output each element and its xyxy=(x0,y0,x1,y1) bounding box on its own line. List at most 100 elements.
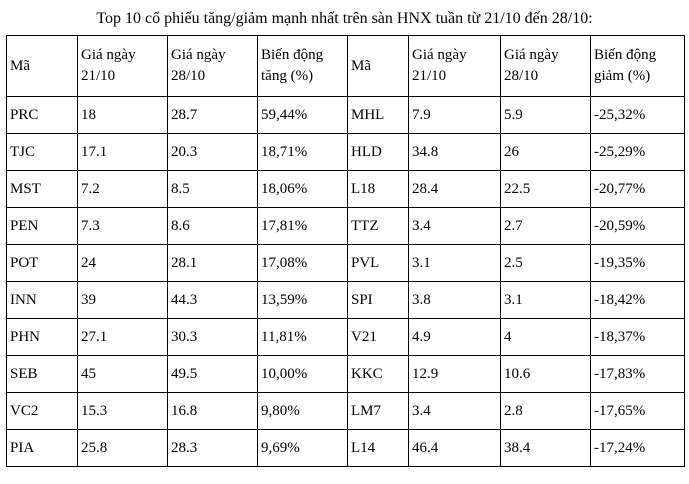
table-row: INN 39 44.3 13,59% SPI 3.8 3.1 -18,42% xyxy=(6,281,685,319)
ticker-cell: TTZ xyxy=(347,207,409,245)
ticker-cell: LM7 xyxy=(347,392,409,430)
value-cell: 8.6 xyxy=(167,207,258,245)
table-body: PRC 18 28.7 59,44% MHL 7.9 5.9 -25,32% TJC 17.1 20… xyxy=(6,96,685,467)
page-title: Top 10 cổ phiếu tăng/giảm mạnh nhất trên… xyxy=(96,10,593,27)
value-cell: 39 xyxy=(77,281,168,319)
value-cell: 3.4 xyxy=(408,207,501,245)
value-cell: 4.9 xyxy=(408,318,501,356)
value-cell: 49.5 xyxy=(167,355,258,393)
value-cell: 38.4 xyxy=(500,429,591,467)
ticker-cell: PIA xyxy=(6,429,78,467)
value-cell: 7.3 xyxy=(77,207,168,245)
value-cell: -25,29% xyxy=(590,133,685,171)
header-price-21-10-losers: Giá ngày 21/10 xyxy=(408,35,501,97)
ticker-cell: KKC xyxy=(347,355,409,393)
value-cell: 7.2 xyxy=(77,170,168,208)
value-cell: 3.1 xyxy=(408,244,501,282)
ticker-cell: L18 xyxy=(347,170,409,208)
ticker-cell: L14 xyxy=(347,429,409,467)
value-cell: 11,81% xyxy=(257,318,348,356)
value-cell: 10.6 xyxy=(500,355,591,393)
value-cell: 28.1 xyxy=(167,244,258,282)
table-row: MST 7.2 8.5 18,06% L18 28.4 22.5 -20,77% xyxy=(6,170,685,208)
header-ticker-gainers: Mã xyxy=(6,35,78,97)
table-row: VC2 15.3 16.8 9,80% LM7 3.4 2.8 -17,65% xyxy=(6,392,685,430)
value-cell: 7.9 xyxy=(408,96,501,134)
value-cell: 22.5 xyxy=(500,170,591,208)
value-cell: 9,80% xyxy=(257,392,348,430)
value-cell: 2.7 xyxy=(500,207,591,245)
value-cell: 28.3 xyxy=(167,429,258,467)
value-cell: 9,69% xyxy=(257,429,348,467)
value-cell: 18,06% xyxy=(257,170,348,208)
value-cell: -20,59% xyxy=(590,207,685,245)
ticker-cell: MHL xyxy=(347,96,409,134)
value-cell: 15.3 xyxy=(77,392,168,430)
table-row: PIA 25.8 28.3 9,69% L14 46.4 38.4 -17,24% xyxy=(6,429,685,467)
value-cell: -18,42% xyxy=(590,281,685,319)
table-row: POT 24 28.1 17,08% PVL 3.1 2.5 -19,35% xyxy=(6,244,685,282)
value-cell: 25.8 xyxy=(77,429,168,467)
value-cell: 18 xyxy=(77,96,168,134)
value-cell: 17,08% xyxy=(257,244,348,282)
table-row: TJC 17.1 20.3 18,71% HLD 34.8 26 -25,29% xyxy=(6,133,685,171)
value-cell: 5.9 xyxy=(500,96,591,134)
header-price-28-10-losers: Giá ngày 28/10 xyxy=(500,35,591,97)
value-cell: 45 xyxy=(77,355,168,393)
value-cell: -18,37% xyxy=(590,318,685,356)
ticker-cell: SEB xyxy=(6,355,78,393)
value-cell: 2.5 xyxy=(500,244,591,282)
table-row: PRC 18 28.7 59,44% MHL 7.9 5.9 -25,32% xyxy=(6,96,685,134)
value-cell: -20,77% xyxy=(590,170,685,208)
header-price-21-10-gainers: Giá ngày 21/10 xyxy=(77,35,168,97)
ticker-cell: PHN xyxy=(6,318,78,356)
ticker-cell: PVL xyxy=(347,244,409,282)
header-price-28-10-gainers: Giá ngày 28/10 xyxy=(167,35,258,97)
value-cell: 3.8 xyxy=(408,281,501,319)
value-cell: 27.1 xyxy=(77,318,168,356)
value-cell: -17,24% xyxy=(590,429,685,467)
table-row: SEB 45 49.5 10,00% KKC 12.9 10.6 -17,83% xyxy=(6,355,685,393)
value-cell: 46.4 xyxy=(408,429,501,467)
value-cell: -19,35% xyxy=(590,244,685,282)
header-ticker-losers: Mã xyxy=(347,35,409,97)
value-cell: 34.8 xyxy=(408,133,501,171)
value-cell: 24 xyxy=(77,244,168,282)
value-cell: 8.5 xyxy=(167,170,258,208)
value-cell: 26 xyxy=(500,133,591,171)
value-cell: -17,83% xyxy=(590,355,685,393)
table-header-row: Mã Giá ngày 21/10 Giá ngày 28/10 Biến độ… xyxy=(6,35,685,97)
value-cell: 59,44% xyxy=(257,96,348,134)
value-cell: 13,59% xyxy=(257,281,348,319)
value-cell: 28.7 xyxy=(167,96,258,134)
value-cell: -25,32% xyxy=(590,96,685,134)
ticker-cell: PRC xyxy=(6,96,78,134)
table-row: PHN 27.1 30.3 11,81% V21 4.9 4 -18,37% xyxy=(6,318,685,356)
value-cell: 17.1 xyxy=(77,133,168,171)
value-cell: 17,81% xyxy=(257,207,348,245)
value-cell: 12.9 xyxy=(408,355,501,393)
value-cell: -17,65% xyxy=(590,392,685,430)
stock-table: Mã Giá ngày 21/10 Giá ngày 28/10 Biến độ… xyxy=(6,35,685,467)
value-cell: 20.3 xyxy=(167,133,258,171)
ticker-cell: POT xyxy=(6,244,78,282)
value-cell: 18,71% xyxy=(257,133,348,171)
ticker-cell: SPI xyxy=(347,281,409,319)
header-change-down-pct: Biến động giảm (%) xyxy=(590,35,685,97)
ticker-cell: INN xyxy=(6,281,78,319)
ticker-cell: TJC xyxy=(6,133,78,171)
ticker-cell: VC2 xyxy=(6,392,78,430)
value-cell: 4 xyxy=(500,318,591,356)
value-cell: 16.8 xyxy=(167,392,258,430)
value-cell: 2.8 xyxy=(500,392,591,430)
ticker-cell: HLD xyxy=(347,133,409,171)
value-cell: 28.4 xyxy=(408,170,501,208)
ticker-cell: MST xyxy=(6,170,78,208)
header-change-up-pct: Biến động tăng (%) xyxy=(257,35,348,97)
ticker-cell: PEN xyxy=(6,207,78,245)
ticker-cell: V21 xyxy=(347,318,409,356)
value-cell: 30.3 xyxy=(167,318,258,356)
value-cell: 3.4 xyxy=(408,392,501,430)
value-cell: 10,00% xyxy=(257,355,348,393)
value-cell: 3.1 xyxy=(500,281,591,319)
